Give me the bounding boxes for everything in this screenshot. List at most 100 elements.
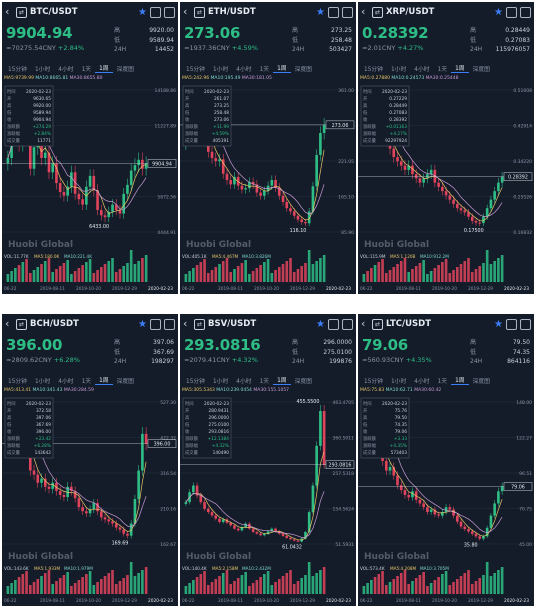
star-icon[interactable]: ★: [316, 318, 325, 330]
fullscreen-icon[interactable]: [506, 6, 517, 18]
kline-chart[interactable]: 361.00287.94221.05165.1085.90273.06116.1…: [180, 82, 356, 294]
pair-switch-icon[interactable]: ⇄: [372, 6, 383, 18]
tab-15m[interactable]: 15分钟: [8, 378, 27, 385]
tab-15m[interactable]: 15分钟: [364, 66, 383, 73]
tab-depth[interactable]: 深度图: [294, 378, 312, 385]
info-label: 低: [363, 421, 368, 428]
candle: [411, 491, 414, 498]
tab-1w[interactable]: 1周: [95, 63, 113, 73]
volume-bar: [362, 586, 366, 594]
tab-1h[interactable]: 1小时: [212, 378, 229, 385]
volume-bar: [322, 255, 326, 282]
tab-4h[interactable]: 4小时: [236, 66, 252, 73]
tab-1h[interactable]: 1小时: [390, 378, 407, 385]
kline-chart[interactable]: 527.30 422.32 316.54 210.16 162.67 396.00 169.…: [2, 394, 178, 606]
y-tick-label: 154.5624: [333, 507, 355, 513]
share-icon[interactable]: [520, 6, 531, 18]
tab-1h[interactable]: 1小时: [34, 66, 51, 73]
share-icon[interactable]: [520, 318, 531, 330]
tab-depth[interactable]: 深度图: [116, 378, 134, 385]
volume-bar: [43, 261, 47, 282]
tab-4h[interactable]: 4小时: [58, 66, 74, 73]
low-point-label: 116.10: [290, 228, 307, 234]
star-icon[interactable]: ★: [138, 318, 147, 330]
tab-1w[interactable]: 1周: [95, 375, 113, 385]
tab-4h[interactable]: 4小时: [414, 66, 430, 73]
candle: [214, 515, 218, 519]
volume-bar: [184, 274, 188, 282]
star-icon[interactable]: ★: [494, 6, 503, 18]
back-arrow-icon[interactable]: ‹: [361, 317, 366, 330]
tab-depth[interactable]: 深度图: [472, 66, 490, 73]
y-tick-label: 162.67: [160, 542, 176, 548]
back-arrow-icon[interactable]: ‹: [361, 5, 366, 18]
candle: [111, 204, 114, 212]
fullscreen-icon[interactable]: [328, 318, 339, 330]
volume-bar: [248, 586, 251, 594]
tab-1w[interactable]: 1周: [451, 63, 469, 73]
pair-title[interactable]: BTC/USDT: [30, 7, 78, 17]
fullscreen-icon[interactable]: [506, 318, 517, 330]
back-arrow-icon[interactable]: ‹: [5, 5, 10, 18]
share-icon[interactable]: [342, 318, 353, 330]
volume-bar: [96, 270, 99, 282]
fullscreen-icon[interactable]: [328, 6, 339, 18]
pair-switch-icon[interactable]: ⇄: [194, 6, 205, 18]
pair-title[interactable]: LTC/USDT: [386, 319, 432, 329]
tab-1h[interactable]: 1小时: [212, 66, 229, 73]
star-icon[interactable]: ★: [494, 318, 503, 330]
back-arrow-icon[interactable]: ‹: [5, 317, 10, 330]
pair-title[interactable]: ETH/USDT: [208, 7, 256, 17]
candle: [266, 185, 270, 191]
kline-chart[interactable]: 14188.8611227.898866.695872.564444.91990…: [2, 82, 178, 294]
tab-1w[interactable]: 1周: [273, 375, 291, 385]
tab-1d[interactable]: 1天: [81, 378, 92, 385]
tab-1w[interactable]: 1周: [273, 63, 291, 73]
volume-bar: [66, 260, 69, 282]
tab-15m[interactable]: 15分钟: [364, 378, 383, 385]
volume-bar: [210, 270, 214, 282]
tab-1h[interactable]: 1小时: [390, 66, 407, 73]
share-icon[interactable]: [164, 318, 175, 330]
kline-chart[interactable]: 463.4705 360.5011 257.5318 154.5624 51.5931 2…: [180, 394, 356, 606]
tab-1d[interactable]: 1天: [259, 378, 270, 385]
tab-4h[interactable]: 4小时: [236, 378, 252, 385]
pair-switch-icon[interactable]: ⇄: [16, 6, 27, 18]
star-icon[interactable]: ★: [316, 6, 325, 18]
tab-4h[interactable]: 4小时: [58, 378, 74, 385]
ma5-label: MA5:75.83: [360, 388, 385, 393]
tab-4h[interactable]: 4小时: [414, 378, 430, 385]
fullscreen-icon[interactable]: [150, 6, 161, 18]
kline-chart[interactable]: 148.00 122.27 96.51 70.75 45.00 79.06 35.80 时间 2…: [358, 394, 534, 606]
tab-depth[interactable]: 深度图: [116, 66, 134, 73]
tab-1w[interactable]: 1周: [451, 375, 469, 385]
back-arrow-icon[interactable]: ‹: [183, 5, 188, 18]
tab-15m[interactable]: 15分钟: [186, 378, 205, 385]
tab-depth[interactable]: 深度图: [472, 378, 490, 385]
kline-chart[interactable]: 0.51608 0.42914 0.34220 0.25526 0.16832 0.283…: [358, 82, 534, 294]
info-label: 涨跌幅: [363, 130, 377, 137]
share-icon[interactable]: [164, 6, 175, 18]
tab-1h[interactable]: 1小时: [34, 378, 51, 385]
fullscreen-icon[interactable]: [150, 318, 161, 330]
info-value: 140490: [213, 450, 230, 456]
info-label: 涨跌幅: [185, 442, 199, 449]
tab-1d[interactable]: 1天: [437, 378, 448, 385]
share-icon[interactable]: [342, 6, 353, 18]
info-label: 成交量: [7, 449, 21, 456]
back-arrow-icon[interactable]: ‹: [183, 317, 188, 330]
pair-switch-icon[interactable]: ⇄: [372, 318, 383, 330]
pair-title[interactable]: BSV/USDT: [208, 319, 257, 329]
pair-title[interactable]: XRP/USDT: [386, 7, 435, 17]
tab-depth[interactable]: 深度图: [294, 66, 312, 73]
tab-15m[interactable]: 15分钟: [186, 66, 205, 73]
star-icon[interactable]: ★: [138, 6, 147, 18]
tab-1d[interactable]: 1天: [259, 66, 270, 73]
tab-15m[interactable]: 15分钟: [8, 66, 27, 73]
pair-title[interactable]: BCH/USDT: [30, 319, 79, 329]
vol-value: 198297: [151, 358, 174, 365]
tab-1d[interactable]: 1天: [437, 66, 448, 73]
pair-switch-icon[interactable]: ⇄: [16, 318, 27, 330]
pair-switch-icon[interactable]: ⇄: [194, 318, 205, 330]
tab-1d[interactable]: 1天: [81, 66, 92, 73]
